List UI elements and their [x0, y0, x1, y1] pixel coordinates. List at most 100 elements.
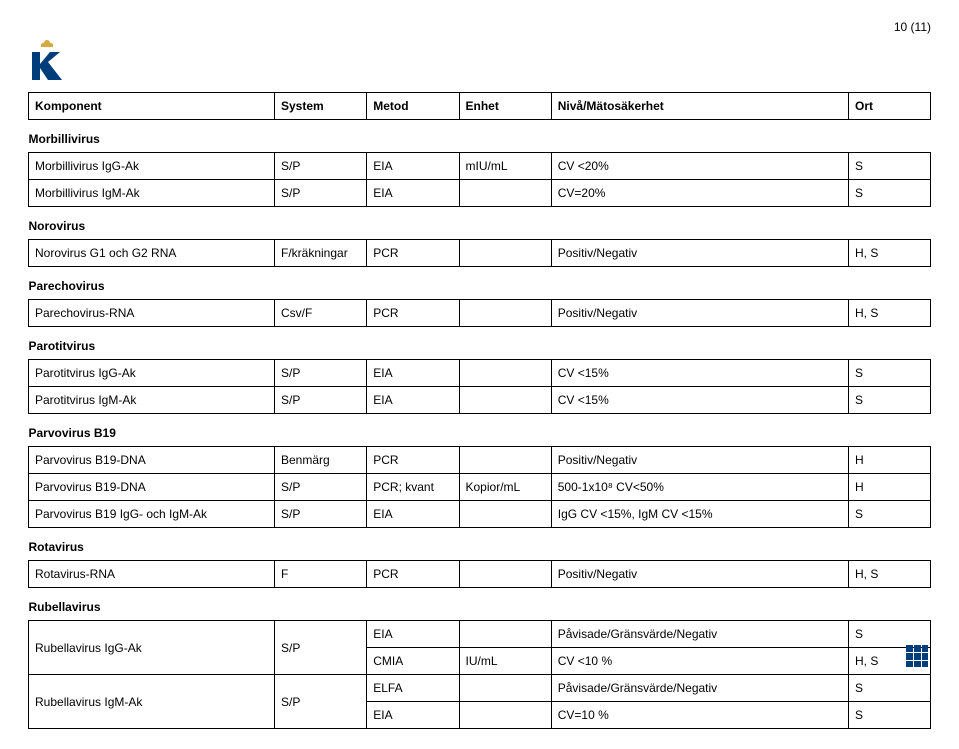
- cell-metod: EIA: [367, 621, 459, 648]
- footer-logo: [903, 642, 931, 673]
- cell-metod: EIA: [367, 360, 459, 387]
- table-row: Rubellavirus IgM-AkS/PELFAPåvisade/Gräns…: [29, 675, 931, 702]
- header-komponent: Komponent: [29, 93, 275, 120]
- cell-enhet: [459, 447, 551, 474]
- table-row: Parotitvirus IgG-AkS/PEIA CV <15%S: [29, 360, 931, 387]
- cell-system: S/P: [275, 180, 367, 207]
- section-title-row: Parotitvirus: [29, 327, 931, 360]
- table-row: Parvovirus B19 IgG- och IgM-AkS/PEIA IgG …: [29, 501, 931, 528]
- cell-ort: H, S: [849, 561, 931, 588]
- cell-metod: EIA: [367, 180, 459, 207]
- cell-system: Benmärg: [275, 447, 367, 474]
- section-title-row: Rotavirus: [29, 528, 931, 561]
- header-niva: Nivå/Mätosäkerhet: [551, 93, 848, 120]
- section-title: Norovirus: [29, 207, 931, 240]
- cell-system: S/P: [275, 474, 367, 501]
- cell-system: S/P: [275, 501, 367, 528]
- cell-system: S/P: [275, 360, 367, 387]
- section-title: Rotavirus: [29, 528, 931, 561]
- section-title-row: Parvovirus B19: [29, 414, 931, 447]
- cell-enhet: [459, 180, 551, 207]
- cell-ort: S: [849, 702, 931, 729]
- section-title: Parechovirus: [29, 267, 931, 300]
- cell-komponent: Norovirus G1 och G2 RNA: [29, 240, 275, 267]
- cell-niva: Påvisade/Gränsvärde/Negativ: [551, 675, 848, 702]
- header-row: Komponent System Metod Enhet Nivå/Mätosä…: [29, 93, 931, 120]
- cell-metod: PCR: [367, 447, 459, 474]
- cell-metod: EIA: [367, 153, 459, 180]
- cell-niva: Positiv/Negativ: [551, 240, 848, 267]
- section-title: Rubellavirus: [29, 588, 931, 621]
- cell-system: S/P: [275, 153, 367, 180]
- cell-niva: CV=20%: [551, 180, 848, 207]
- cell-komponent: Rotavirus-RNA: [29, 561, 275, 588]
- data-table: Komponent System Metod Enhet Nivå/Mätosä…: [28, 92, 931, 729]
- cell-metod: CMIA: [367, 648, 459, 675]
- cell-ort: H, S: [849, 240, 931, 267]
- cell-komponent: Parvovirus B19-DNA: [29, 474, 275, 501]
- cell-komponent: Rubellavirus IgM-Ak: [29, 675, 275, 729]
- cell-niva: CV=10 %: [551, 702, 848, 729]
- cell-ort: S: [849, 360, 931, 387]
- cell-niva: CV <10 %: [551, 648, 848, 675]
- cell-enhet: [459, 300, 551, 327]
- cell-metod: PCR: [367, 561, 459, 588]
- cell-komponent: Morbillivirus IgG-Ak: [29, 153, 275, 180]
- cell-ort: S: [849, 501, 931, 528]
- cell-system: S/P: [275, 621, 367, 675]
- cell-komponent: Parotitvirus IgM-Ak: [29, 387, 275, 414]
- cell-niva: CV <20%: [551, 153, 848, 180]
- cell-komponent: Parvovirus B19-DNA: [29, 447, 275, 474]
- section-title: Parvovirus B19: [29, 414, 931, 447]
- cell-komponent: Morbillivirus IgM-Ak: [29, 180, 275, 207]
- header-logo: [28, 38, 931, 82]
- cell-komponent: Rubellavirus IgG-Ak: [29, 621, 275, 675]
- cell-ort: H: [849, 474, 931, 501]
- table-row: Parvovirus B19-DNABenmärgPCR Positiv/Nega…: [29, 447, 931, 474]
- cell-enhet: mIU/mL: [459, 153, 551, 180]
- header-enhet: Enhet: [459, 93, 551, 120]
- cell-niva: Påvisade/Gränsvärde/Negativ: [551, 621, 848, 648]
- cell-metod: EIA: [367, 501, 459, 528]
- cell-komponent: Parotitvirus IgG-Ak: [29, 360, 275, 387]
- section-title-row: Morbillivirus: [29, 120, 931, 153]
- cell-metod: PCR: [367, 240, 459, 267]
- cell-enhet: [459, 675, 551, 702]
- cell-metod: EIA: [367, 387, 459, 414]
- cell-niva: CV <15%: [551, 360, 848, 387]
- cell-ort: S: [849, 387, 931, 414]
- cell-komponent: Parvovirus B19 IgG- och IgM-Ak: [29, 501, 275, 528]
- cell-enhet: [459, 360, 551, 387]
- cell-ort: H, S: [849, 300, 931, 327]
- cell-niva: Positiv/Negativ: [551, 561, 848, 588]
- table-row: Rubellavirus IgG-AkS/PEIAPåvisade/Gränsv…: [29, 621, 931, 648]
- cell-niva: CV <15%: [551, 387, 848, 414]
- table-row: Parvovirus B19-DNAS/PPCR; kvantKopior/mL…: [29, 474, 931, 501]
- cell-enhet: Kopior/mL: [459, 474, 551, 501]
- cell-enhet: [459, 621, 551, 648]
- cell-enhet: [459, 702, 551, 729]
- table-row: Parechovirus-RNACsv/FPCRPositiv/NegativH…: [29, 300, 931, 327]
- section-title-row: Parechovirus: [29, 267, 931, 300]
- cell-system: S/P: [275, 387, 367, 414]
- section-title-row: Norovirus: [29, 207, 931, 240]
- cell-metod: ELFA: [367, 675, 459, 702]
- cell-ort: S: [849, 675, 931, 702]
- cell-enhet: [459, 501, 551, 528]
- cell-ort: S: [849, 180, 931, 207]
- cell-metod: EIA: [367, 702, 459, 729]
- table-row: Parotitvirus IgM-AkS/PEIA CV <15%S: [29, 387, 931, 414]
- cell-ort: H: [849, 447, 931, 474]
- cell-enhet: IU/mL: [459, 648, 551, 675]
- cell-niva: IgG CV <15%, IgM CV <15%: [551, 501, 848, 528]
- table-row: Morbillivirus IgG-AkS/PEIAmIU/mLCV <20%S: [29, 153, 931, 180]
- cell-niva: Positiv/Negativ: [551, 447, 848, 474]
- section-title-row: Rubellavirus: [29, 588, 931, 621]
- header-metod: Metod: [367, 93, 459, 120]
- cell-enhet: [459, 240, 551, 267]
- cell-ort: S: [849, 153, 931, 180]
- header-ort: Ort: [849, 93, 931, 120]
- cell-niva: 500-1x10⁸ CV<50%: [551, 474, 848, 501]
- section-title: Morbillivirus: [29, 120, 931, 153]
- cell-system: Csv/F: [275, 300, 367, 327]
